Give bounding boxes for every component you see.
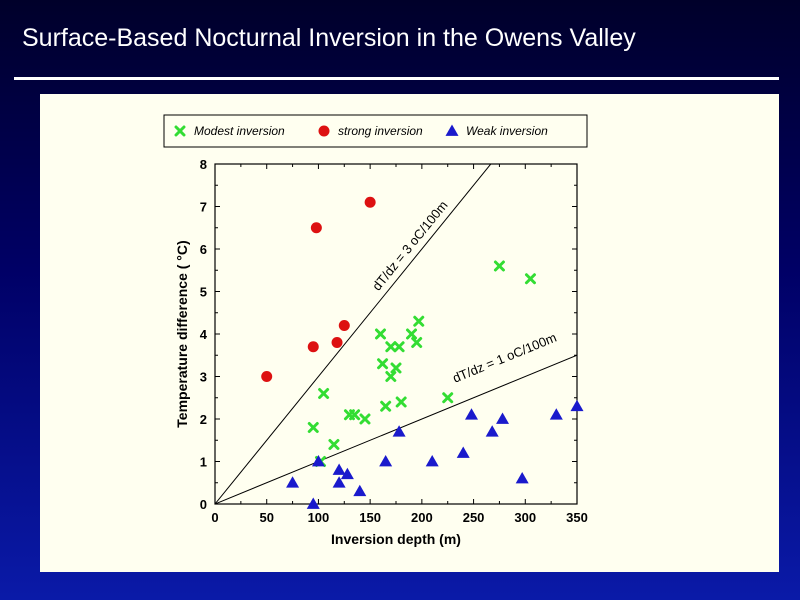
y-tick-label: 4 [200,327,208,342]
x-tick-label: 50 [259,510,273,525]
data-point-circle [338,320,350,331]
y-tick-label: 3 [200,370,207,385]
scatter-chart: Modest inversion strong inversion Weak inv… [163,114,588,547]
data-point-triangle [286,476,300,488]
reference-line-label: dT/dz = 3 oC/100m [369,198,451,294]
x-tick-label: 0 [211,510,218,525]
data-point-triangle [340,467,354,480]
data-point-x [393,341,405,353]
chart-panel: Modest inversion strong inversion Weak inv… [40,94,779,572]
data-point-x [524,273,536,285]
data-point-x [406,328,418,340]
reference-lines: dT/dz = 3 oC/100m dT/dz = 1 oC/100m [215,164,577,504]
data-point-circle [331,337,343,348]
data-point-x [307,422,319,433]
data-point-triangle [465,408,479,420]
legend-box [163,114,588,148]
data-point-x [359,413,371,425]
legend-marker-triangle [445,124,459,136]
y-tick-label: 8 [200,157,207,172]
data-point-triangle [456,446,470,458]
data-point-x [377,358,389,370]
x-axis-label: Inversion depth (m) [331,531,461,547]
y-tick-label: 5 [200,285,207,300]
data-point-triangle [306,497,320,509]
legend-marker-x [174,125,186,137]
data-point-triangle [332,463,346,475]
y-tick-label: 1 [200,455,207,470]
x-tick-label: 300 [514,510,536,525]
data-point-triangle [485,425,499,437]
data-point-circle [261,371,273,382]
data-point-circle [310,222,322,234]
data-point-triangle [496,412,510,424]
legend-entry-label: Modest inversion [194,124,285,138]
axis-ticks: 0 50 100 150 200 250 300 350 0 1 2 3 4 5 6 7 8 [200,157,588,525]
data-point-triangle [353,484,367,497]
legend-entry-label: strong inversion [338,124,423,138]
data-point-triangle [515,472,529,484]
data-point-x [385,371,397,382]
data-point-triangle [392,425,406,437]
data-point-triangle [332,476,346,488]
slide-title: Surface-Based Nocturnal Inversion in the… [22,24,636,52]
title-divider [14,77,779,80]
data-point-triangle [549,408,563,420]
data-point-x [374,328,386,340]
y-tick-label: 0 [200,497,207,512]
x-tick-label: 200 [411,510,433,525]
data-point-x [493,260,505,272]
y-axis-label: Temperature difference ( °C) [174,240,190,427]
x-tick-label: 100 [308,510,330,525]
plot-frame [214,163,578,505]
y-tick-label: 7 [200,200,207,215]
data-point-triangle [425,455,439,467]
data-point-x [349,409,361,421]
data-point-x [328,439,340,450]
data-point-triangle [379,455,393,467]
data-point-x [395,396,407,408]
data-point-x [318,388,330,399]
x-tick-label: 150 [359,510,381,525]
data-point-circle [364,196,376,208]
data-point-circle [307,341,319,353]
data-point-triangle [570,399,584,412]
data-point-x [385,341,397,353]
reference-line [215,164,492,504]
reference-line-label: dT/dz = 1 oC/100m [450,330,558,386]
data-point-x [442,392,454,404]
x-tick-label: 250 [463,510,485,525]
legend-marker-circle [318,125,330,137]
data-points [261,196,584,509]
data-point-x [380,400,392,412]
y-tick-label: 2 [200,412,207,427]
y-tick-label: 6 [200,242,207,257]
data-point-x [413,315,425,327]
data-point-x [411,337,423,348]
x-tick-label: 350 [566,510,588,525]
data-point-triangle [311,455,325,467]
legend: Modest inversion strong inversion Weak inv… [163,114,588,148]
data-point-x [390,362,402,374]
legend-entry-label: Weak inversion [466,124,548,138]
reference-line [215,354,577,504]
